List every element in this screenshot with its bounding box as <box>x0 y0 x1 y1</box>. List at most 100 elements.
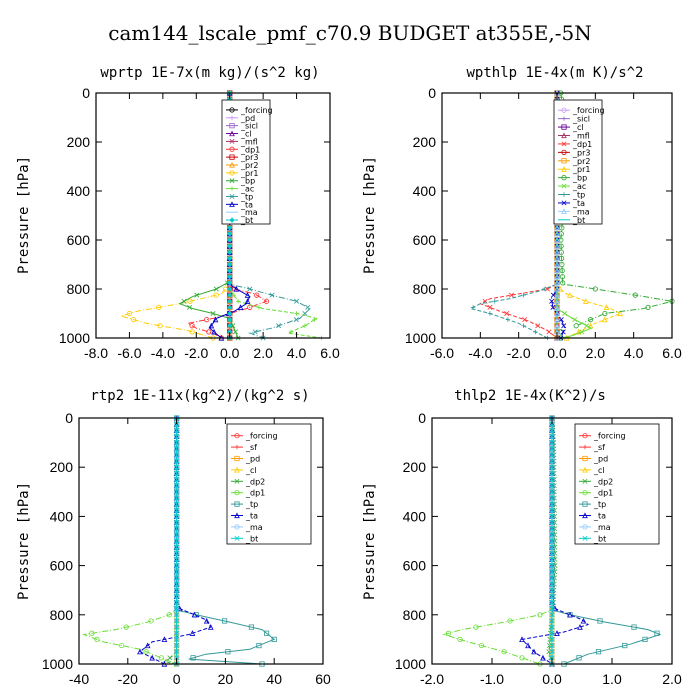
data-point <box>519 655 525 661</box>
y-axis-label: Pressure [hPa] <box>362 482 378 600</box>
legend-marker <box>229 130 235 137</box>
x-tick-label: 1.0 <box>602 671 622 687</box>
data-point <box>567 611 573 618</box>
legend: _forcing _sf _pd _cl _dp2 _dp1 _tp _ta _ma _bt <box>226 423 312 545</box>
data-point <box>247 286 253 292</box>
legend-marker <box>561 141 567 147</box>
x-tick-label: 0 <box>173 671 181 687</box>
y-tick-label: 0 <box>418 410 426 426</box>
data-point <box>174 569 180 575</box>
data-point <box>549 593 555 599</box>
series-line <box>551 418 662 665</box>
series-line <box>81 418 178 665</box>
legend-label: _pd <box>240 114 255 123</box>
data-point <box>470 305 476 310</box>
data-point <box>549 298 555 304</box>
legend-marker <box>561 200 567 206</box>
y-tick-label: 200 <box>403 459 427 475</box>
data-point <box>501 649 507 655</box>
data-point <box>174 495 180 501</box>
data-point <box>256 642 262 649</box>
panel-title: wprtp 1E-7x(m kg)/(s^2 kg) <box>100 65 319 81</box>
data-point <box>174 513 180 519</box>
legend-marker <box>582 478 588 484</box>
panel-title: wpthlp 1E-4x(m K)/s^2 <box>466 65 643 81</box>
data-point <box>550 304 556 310</box>
panel-title: rtp2 1E-11x(kg^2)/(kg^2 s) <box>90 388 309 404</box>
data-point <box>174 556 180 562</box>
data-point <box>227 231 233 237</box>
legend-marker <box>582 466 588 473</box>
legend-marker <box>234 433 240 439</box>
legend-label: _sf <box>593 443 605 452</box>
data-point <box>559 261 565 268</box>
legend-label: _tp <box>240 192 253 201</box>
legend-marker <box>234 444 240 450</box>
plot-frame <box>95 92 331 339</box>
y-tick-label: 200 <box>50 459 74 475</box>
legend-marker <box>561 107 567 113</box>
y-axis-label: Pressure [hPa] <box>16 482 32 600</box>
data-point <box>256 305 262 310</box>
x-tick-label: 4.0 <box>287 345 307 361</box>
data-point <box>190 655 196 661</box>
y-tick-label: 600 <box>67 232 91 248</box>
data-point <box>554 261 560 268</box>
x-tick-label: -2.0 <box>184 345 208 361</box>
legend-label: _sicl <box>572 115 590 124</box>
legend-label: _dp1 <box>245 489 265 498</box>
legend-label: _bp <box>572 174 587 183</box>
data-point <box>531 648 537 655</box>
panel-title: thlp2 1E-4x(K^2)/s <box>454 388 606 404</box>
chart-panel-4: thlp2 1E-4x(K^2)/s Pressure [hPa] -2.0 -1.0… <box>362 388 682 687</box>
data-point <box>227 274 233 280</box>
legend-marker <box>229 138 235 144</box>
data-point <box>227 261 233 268</box>
data-point <box>294 311 299 316</box>
data-point <box>174 624 180 630</box>
data-point <box>227 323 233 329</box>
legend-label: _pr2 <box>240 161 258 170</box>
data-point <box>189 323 195 329</box>
data-point <box>174 520 180 526</box>
data-point <box>174 618 180 624</box>
data-point <box>269 292 275 298</box>
data-point <box>227 304 233 310</box>
legend-marker <box>234 466 240 473</box>
x-tick-label: -8.0 <box>84 345 108 361</box>
legend-marker <box>229 123 235 129</box>
legend-marker <box>229 178 235 184</box>
y-tick-label: 800 <box>403 607 427 623</box>
legend-marker <box>582 455 588 462</box>
data-point <box>158 655 164 661</box>
data-point <box>602 310 608 317</box>
x-tick-label: 2.0 <box>253 345 273 361</box>
legend-label: _pr2 <box>572 157 590 166</box>
data-point <box>174 581 180 587</box>
data-point <box>148 618 154 624</box>
data-point <box>203 617 210 624</box>
data-point <box>174 636 180 642</box>
data-point <box>549 446 555 452</box>
data-point <box>126 310 133 317</box>
series-line <box>176 418 276 665</box>
data-point <box>617 310 624 317</box>
data-point <box>554 255 560 261</box>
panels: wprtp 1E-7x(m kg)/(s^2 kg) Pressure [hPa]… <box>16 65 682 687</box>
x-tick-label: -6.0 <box>117 345 141 361</box>
data-point <box>554 630 560 636</box>
data-point <box>549 477 555 482</box>
data-point <box>174 532 180 538</box>
legend-label: _mfl <box>240 137 258 146</box>
data-point <box>549 618 555 624</box>
data-point <box>231 292 237 298</box>
legend-marker <box>229 201 235 207</box>
data-point <box>174 489 180 495</box>
data-point <box>227 292 233 298</box>
data-point <box>558 249 564 255</box>
legend-label: _dp2 <box>593 477 613 486</box>
data-point <box>174 655 180 661</box>
series-line <box>119 93 231 339</box>
legend-marker <box>234 501 240 507</box>
legend-marker <box>229 146 235 152</box>
